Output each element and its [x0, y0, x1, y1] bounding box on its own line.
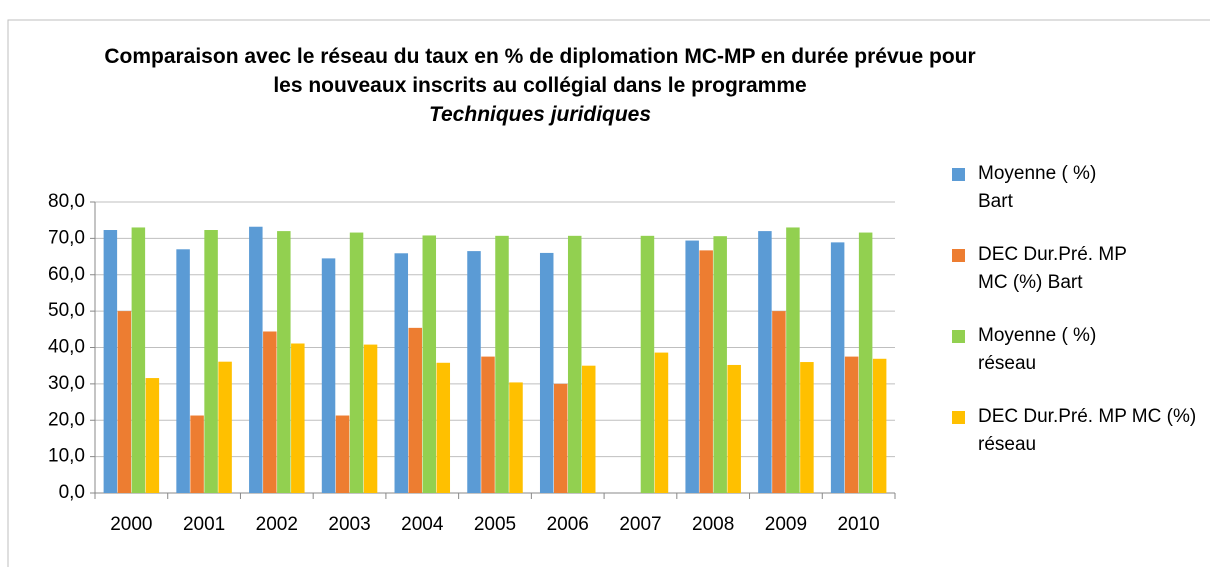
- legend-item: Moyenne ( %) réseau: [952, 322, 1128, 403]
- y-tick-label: 60,0: [48, 264, 85, 285]
- bar: [422, 235, 437, 493]
- x-tick-label: 2001: [183, 514, 225, 535]
- legend-swatch: [952, 330, 965, 343]
- bar: [553, 383, 568, 493]
- legend-label: DEC Dur.Pré. MP MC (%) Bart: [978, 244, 1127, 293]
- bar: [581, 365, 596, 493]
- bar: [176, 249, 190, 493]
- x-tick-label: 2002: [256, 514, 298, 535]
- bar: [218, 361, 232, 493]
- x-tick-label: 2005: [474, 514, 516, 535]
- bar: [204, 230, 218, 494]
- bar: [800, 362, 814, 493]
- bar: [291, 343, 305, 493]
- bar: [727, 364, 741, 493]
- bar: [277, 231, 291, 493]
- bar: [249, 226, 263, 494]
- bar: [699, 250, 713, 493]
- bar: [844, 356, 859, 493]
- bar: [539, 252, 554, 493]
- legend-swatch: [952, 411, 965, 424]
- bar: [713, 236, 727, 493]
- y-tick-label: 30,0: [48, 373, 85, 394]
- y-tick-label: 50,0: [48, 300, 85, 321]
- bar: [509, 382, 523, 493]
- legend-swatch: [952, 168, 965, 181]
- bar: [321, 258, 336, 493]
- chart-border: [7, 19, 1210, 567]
- bar: [349, 232, 364, 493]
- bar: [467, 251, 481, 493]
- bar: [145, 378, 160, 493]
- bar: [481, 356, 495, 493]
- bar: [830, 242, 845, 493]
- bar: [872, 358, 887, 493]
- bar: [363, 344, 378, 493]
- bar: [436, 362, 451, 493]
- legend: Moyenne ( %) Bart DEC Dur.Pré. MP MC (%) …: [952, 160, 1207, 484]
- bar: [772, 311, 786, 493]
- bar: [335, 415, 350, 493]
- x-tick-label: 2006: [547, 514, 589, 535]
- legend-item: DEC Dur.Pré. MP MC (%) réseau: [952, 403, 1208, 484]
- bar: [190, 415, 204, 493]
- x-tick-label: 2003: [328, 514, 370, 535]
- bar: [685, 240, 699, 493]
- bar: [758, 231, 772, 493]
- bar: [786, 227, 800, 493]
- x-tick-label: 2009: [765, 514, 807, 535]
- bar: [263, 331, 277, 493]
- bar: [495, 235, 509, 494]
- bar: [394, 253, 409, 493]
- legend-label: Moyenne ( %) Bart: [978, 163, 1097, 212]
- x-tick-label: 2007: [619, 514, 661, 535]
- y-tick-label: 70,0: [48, 227, 85, 248]
- chart-subtitle: Techniques juridiques: [428, 103, 652, 126]
- bar: [640, 235, 655, 494]
- x-tick-label: 2004: [401, 514, 444, 535]
- bar: [858, 232, 873, 493]
- y-tick-label: 0,0: [59, 482, 85, 503]
- legend-label: DEC Dur.Pré. MP MC (%) réseau: [978, 406, 1197, 455]
- legend-item: Moyenne ( %) Bart: [952, 160, 1128, 241]
- bar: [117, 311, 132, 493]
- y-tick-label: 80,0: [48, 191, 85, 212]
- y-tick-label: 20,0: [48, 409, 85, 430]
- chart-title: Comparaison avec le réseau du taux en % …: [104, 45, 976, 97]
- x-tick-label: 2000: [110, 514, 152, 535]
- legend-swatch: [952, 249, 965, 262]
- bar: [567, 235, 582, 494]
- y-tick-label: 40,0: [48, 337, 85, 358]
- bar: [408, 327, 423, 493]
- chart-title-block: Comparaison avec le réseau du taux en % …: [95, 42, 985, 129]
- legend-label: Moyenne ( %) réseau: [978, 325, 1097, 374]
- bar: [103, 230, 118, 494]
- y-tick-label: 10,0: [48, 446, 85, 467]
- x-tick-label: 2008: [692, 514, 734, 535]
- bar: [131, 227, 146, 493]
- x-tick-label: 2010: [837, 514, 879, 535]
- bar: [654, 352, 669, 493]
- legend-item: DEC Dur.Pré. MP MC (%) Bart: [952, 241, 1128, 322]
